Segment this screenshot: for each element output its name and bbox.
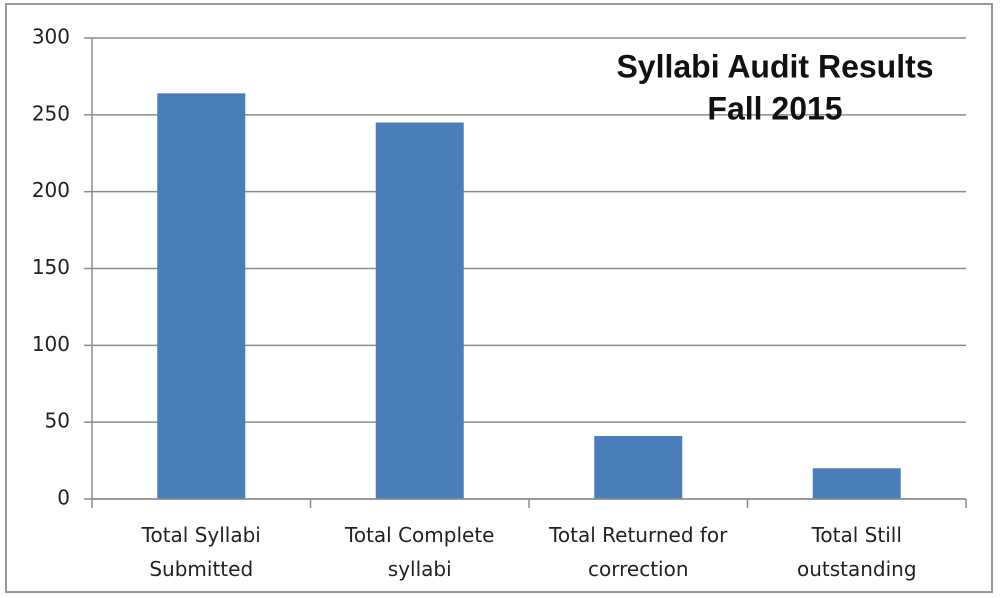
chart-border (5, 3, 993, 593)
x-tick-label-line: Total Returned for (548, 523, 728, 547)
bar (375, 122, 464, 500)
x-tick-label: Total Complete syllabi (344, 523, 494, 581)
x-tick-label-line: correction (588, 557, 689, 581)
x-tick-label: Total Syllabi Submitted (141, 523, 261, 581)
bar (594, 435, 683, 499)
y-tick-label: 0 (57, 486, 70, 510)
chart-subtitle: Fall 2015 (707, 90, 842, 126)
bar (157, 93, 246, 499)
bar (812, 468, 901, 499)
x-tick-label-line: Total Syllabi (141, 523, 261, 547)
x-tick-label: Total Still outstanding (797, 523, 917, 581)
y-tick-label: 150 (32, 255, 70, 279)
y-tick-label: 200 (32, 178, 70, 202)
x-tick-label-line: Submitted (149, 557, 253, 581)
x-tick-label-line: Total Still (811, 523, 902, 547)
x-tick-label-line: syllabi (388, 557, 452, 581)
x-tick-label: Total Returned for correction (548, 523, 728, 581)
y-tick-label: 250 (32, 101, 70, 125)
x-tick-label-line: Total Complete (344, 523, 494, 547)
y-tick-label: 100 (32, 332, 70, 356)
x-tick-label-line: outstanding (797, 557, 917, 581)
y-tick-label: 300 (32, 25, 70, 49)
chart-title: Syllabi Audit Results (616, 48, 933, 84)
y-tick-label: 50 (45, 409, 70, 433)
